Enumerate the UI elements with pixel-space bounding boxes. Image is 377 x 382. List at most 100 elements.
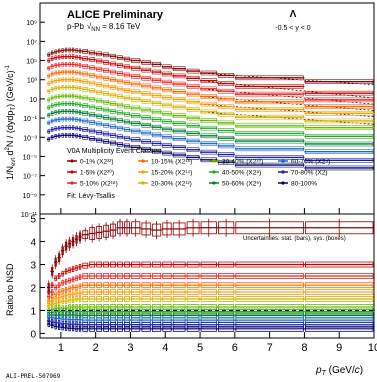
sys-box bbox=[68, 62, 71, 67]
sys-box bbox=[75, 48, 78, 53]
sys-box bbox=[65, 62, 68, 67]
y-tick-label: 0 bbox=[30, 329, 36, 340]
sys-box bbox=[78, 55, 82, 60]
sys-box bbox=[218, 81, 235, 86]
y-tick-label: 10⁷ bbox=[27, 39, 38, 46]
spectra-y-axis: 10⁻¹¹ 10⁻⁹ 10⁻⁷ 10⁻⁵ 10⁻³ 10⁻¹ 10 10³ 10⁵ 10⁷ 10⁹ bbox=[21, 20, 45, 219]
legend-label: 10-15% (X2¹⁶) bbox=[151, 159, 192, 166]
legend-label: 70-80% (X2) bbox=[291, 170, 328, 177]
ratio-series bbox=[46, 289, 374, 307]
y-tick-label: 2 bbox=[30, 283, 36, 294]
sys-box bbox=[68, 77, 71, 83]
spectrum-series bbox=[46, 85, 374, 124]
sys-box bbox=[54, 126, 57, 131]
sys-box bbox=[186, 115, 200, 121]
sys-box bbox=[235, 131, 304, 136]
system-label: p-Pb √NN = 8.16 TeV bbox=[67, 22, 141, 33]
sys-box bbox=[47, 81, 50, 86]
sys-box bbox=[305, 134, 374, 139]
sys-box bbox=[172, 97, 186, 102]
sys-box bbox=[103, 83, 109, 89]
sys-box bbox=[172, 66, 186, 71]
legend-marker bbox=[281, 159, 285, 163]
legend-marker bbox=[281, 181, 285, 185]
sys-box bbox=[96, 58, 102, 64]
sys-box bbox=[131, 74, 141, 79]
sys-box bbox=[75, 117, 78, 122]
sys-box bbox=[186, 68, 200, 74]
legend-marker bbox=[70, 181, 74, 185]
sys-box bbox=[68, 69, 71, 75]
sys-box bbox=[141, 146, 151, 152]
sys-box bbox=[110, 61, 116, 67]
sys-box bbox=[162, 102, 172, 108]
sys-box bbox=[78, 102, 82, 107]
sys-box bbox=[172, 145, 186, 150]
sys-box bbox=[141, 67, 151, 73]
sys-box bbox=[89, 50, 95, 56]
sys-box bbox=[218, 120, 235, 126]
sys-box bbox=[305, 90, 374, 96]
sys-box bbox=[235, 107, 304, 112]
sys-box bbox=[68, 109, 71, 114]
ratio-series bbox=[46, 321, 374, 332]
sys-box bbox=[82, 95, 89, 101]
sys-box bbox=[96, 89, 102, 95]
sys-box bbox=[172, 73, 186, 79]
sys-box bbox=[89, 104, 95, 110]
sys-box bbox=[82, 103, 89, 108]
y-tick-label: 10⁻³ bbox=[23, 135, 37, 142]
sys-box bbox=[124, 72, 130, 78]
sys-box bbox=[131, 97, 141, 102]
sys-box bbox=[124, 143, 130, 149]
y-tick-label: 4 bbox=[30, 238, 36, 249]
sys-box bbox=[89, 112, 95, 118]
sys-box bbox=[47, 120, 50, 126]
sys-box bbox=[51, 71, 54, 77]
sys-box bbox=[162, 111, 172, 117]
sys-box bbox=[235, 162, 304, 168]
x-axis-title: pT (GeV/c) bbox=[315, 365, 363, 377]
sys-box bbox=[172, 121, 186, 126]
sys-box bbox=[61, 48, 64, 53]
sys-box bbox=[218, 111, 235, 117]
sys-box bbox=[78, 70, 82, 76]
sys-box bbox=[68, 54, 71, 60]
sys-box bbox=[58, 94, 61, 99]
sys-box bbox=[58, 70, 61, 75]
sys-box bbox=[131, 145, 141, 150]
sys-box bbox=[65, 109, 68, 114]
sys-box bbox=[152, 109, 162, 115]
sys-box bbox=[72, 47, 75, 53]
sys-box bbox=[82, 118, 89, 124]
sys-box bbox=[235, 114, 304, 120]
sys-box bbox=[72, 109, 75, 114]
sys-box bbox=[65, 116, 68, 122]
sys-box bbox=[110, 53, 116, 59]
sys-box bbox=[110, 101, 116, 107]
sys-box bbox=[68, 85, 71, 90]
sys-box bbox=[58, 54, 61, 60]
sys-box bbox=[218, 96, 235, 102]
sys-box bbox=[124, 56, 130, 62]
sys-box bbox=[152, 77, 162, 83]
sys-box bbox=[51, 79, 54, 84]
sys-box bbox=[186, 155, 200, 160]
sys-box bbox=[110, 77, 116, 83]
sys-box bbox=[96, 113, 102, 119]
sys-box bbox=[68, 116, 71, 122]
sys-box bbox=[186, 84, 200, 89]
sys-box bbox=[141, 75, 151, 81]
sys-box bbox=[200, 94, 217, 99]
sys-box bbox=[47, 129, 50, 134]
sys-box bbox=[82, 127, 89, 132]
sys-box bbox=[75, 125, 78, 131]
sys-box bbox=[96, 106, 102, 111]
sys-box bbox=[78, 86, 82, 91]
legend-label: 1-5% (X2²⁰) bbox=[80, 169, 114, 177]
sys-box bbox=[75, 70, 78, 75]
sys-box bbox=[65, 85, 68, 90]
sys-box bbox=[141, 130, 151, 136]
x-tick-label: 4 bbox=[162, 342, 168, 354]
sys-box bbox=[58, 62, 61, 68]
